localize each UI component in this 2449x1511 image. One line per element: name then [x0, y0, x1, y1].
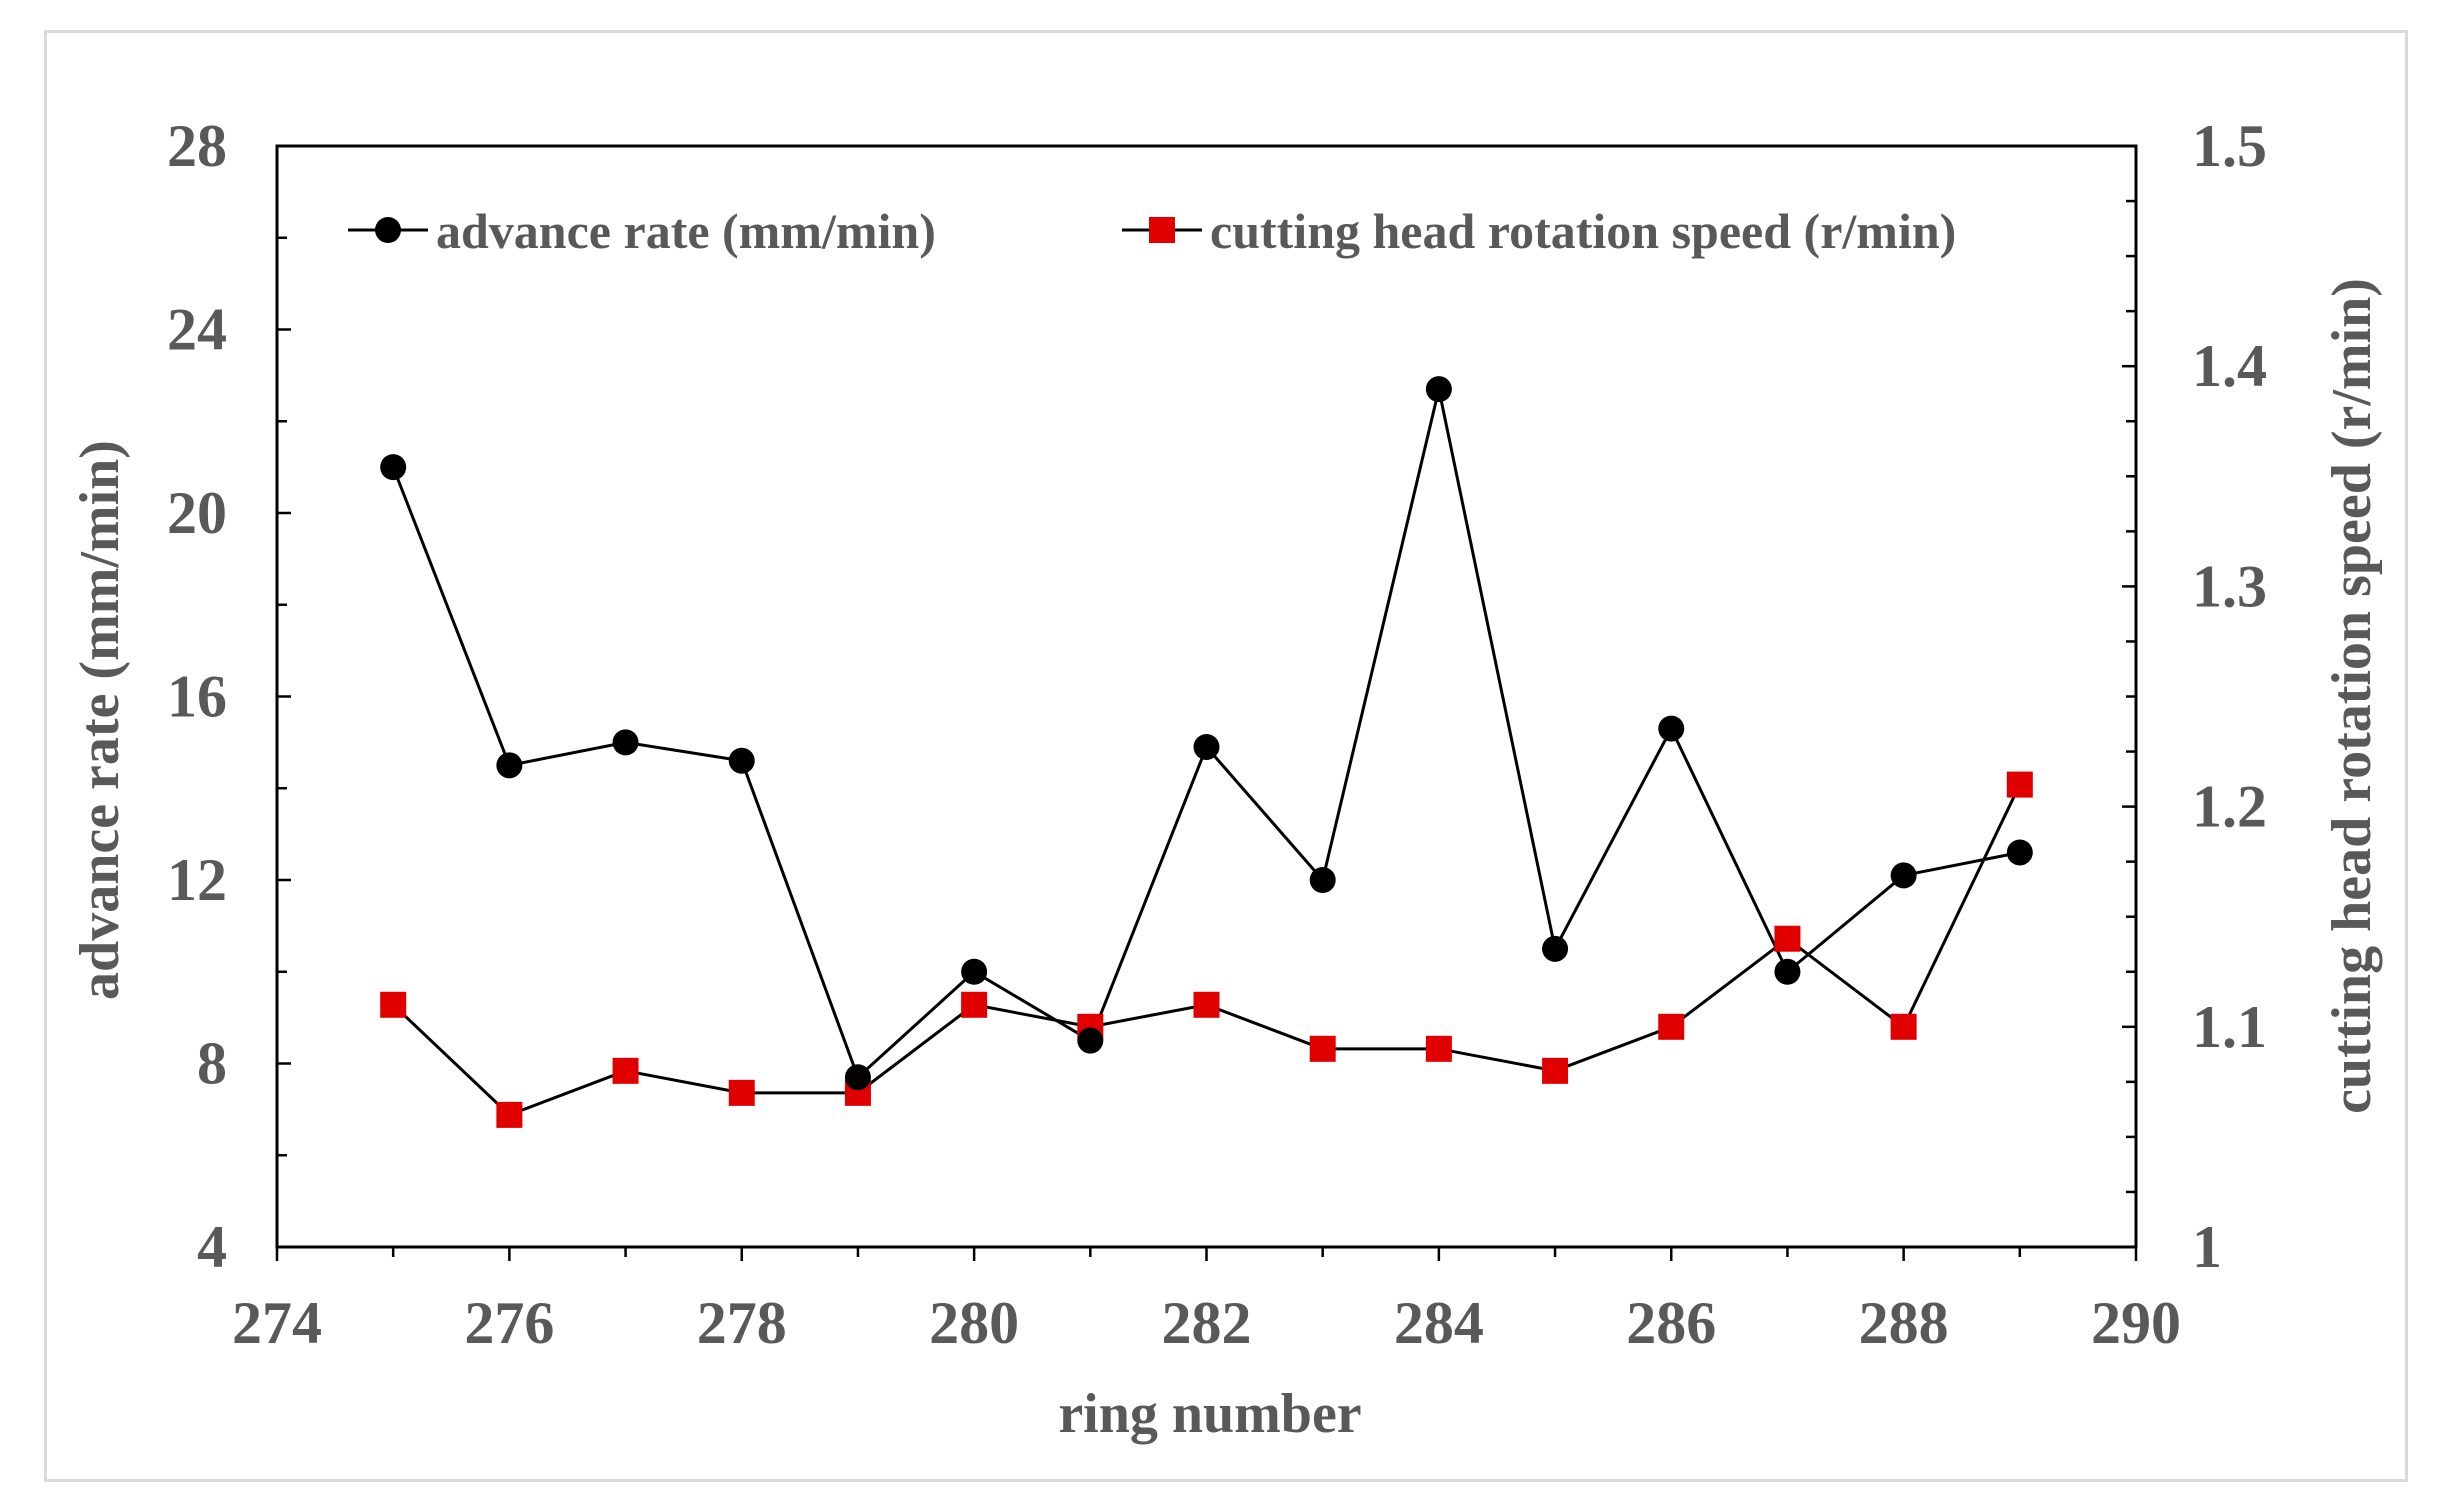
data-point-advance-rate: [844, 1064, 871, 1091]
x-tick-label: 274: [232, 1290, 322, 1356]
y-tick-label: 28: [167, 113, 227, 179]
data-point-rotation-speed: [1658, 1013, 1685, 1040]
data-point-rotation-speed: [612, 1057, 639, 1084]
legend-label-advance-rate: advance rate (mm/min): [436, 203, 936, 259]
y-axis-title: advance rate (mm/min): [69, 440, 131, 1000]
y2-tick-label: 1.4: [2192, 333, 2267, 399]
y2-tick-label: 1.2: [2192, 774, 2267, 840]
data-point-advance-rate: [1658, 715, 1685, 742]
data-point-advance-rate: [1542, 935, 1569, 962]
y-tick-label: 8: [197, 1031, 227, 1097]
data-point-rotation-speed: [1425, 1035, 1452, 1062]
figure-frame: [44, 30, 2408, 1482]
plot-area-border: [275, 144, 2138, 1249]
data-point-advance-rate: [1193, 733, 1220, 760]
y-tick-label: 4: [197, 1214, 227, 1280]
x-tick-label: 288: [1859, 1290, 1949, 1356]
data-point-advance-rate: [496, 752, 523, 779]
y2-axis-title: cutting head rotation speed (r/min): [2321, 278, 2383, 1114]
legend-marker-square: [1149, 217, 1175, 243]
data-point-rotation-speed: [1890, 1013, 1917, 1040]
data-point-rotation-speed: [728, 1079, 755, 1106]
x-tick-label: 280: [929, 1290, 1019, 1356]
data-point-advance-rate: [1077, 1027, 1104, 1054]
legend-label-rotation-speed: cutting head rotation speed (r/min): [1210, 203, 1956, 259]
data-point-advance-rate: [1774, 958, 1801, 985]
legend-marker-circle: [375, 217, 401, 243]
data-point-rotation-speed: [496, 1101, 523, 1128]
y-tick-label: 24: [167, 297, 227, 363]
data-point-advance-rate: [961, 958, 988, 985]
data-point-rotation-speed: [1774, 925, 1801, 952]
y2-tick-label: 1.3: [2192, 553, 2267, 619]
data-point-rotation-speed: [961, 991, 988, 1018]
y-tick-label: 20: [167, 480, 227, 546]
x-tick-label: 286: [1626, 1290, 1716, 1356]
data-point-rotation-speed: [1309, 1035, 1336, 1062]
data-point-advance-rate: [1309, 867, 1336, 893]
data-point-advance-rate: [612, 729, 639, 756]
data-point-rotation-speed: [1193, 991, 1220, 1018]
y-tick-label: 16: [167, 664, 227, 730]
y2-tick-label: 1.5: [2192, 113, 2267, 179]
x-axis-title: ring number: [1058, 1383, 1361, 1445]
data-point-advance-rate: [1890, 862, 1917, 889]
x-tick-label: 282: [1162, 1290, 1252, 1356]
data-point-advance-rate: [2006, 839, 2033, 866]
x-tick-label: 284: [1394, 1290, 1484, 1356]
data-point-rotation-speed: [380, 991, 407, 1018]
y-tick-label: 12: [167, 847, 227, 913]
data-point-rotation-speed: [2006, 771, 2033, 798]
x-tick-label: 290: [2091, 1290, 2181, 1356]
y2-tick-label: 1: [2192, 1214, 2222, 1280]
x-tick-label: 278: [697, 1290, 787, 1356]
data-point-rotation-speed: [1542, 1057, 1569, 1084]
data-point-advance-rate: [728, 747, 755, 774]
data-point-advance-rate: [1425, 376, 1452, 403]
x-tick-label: 276: [464, 1290, 554, 1356]
y2-tick-label: 1.1: [2192, 994, 2267, 1060]
data-point-advance-rate: [380, 454, 407, 481]
